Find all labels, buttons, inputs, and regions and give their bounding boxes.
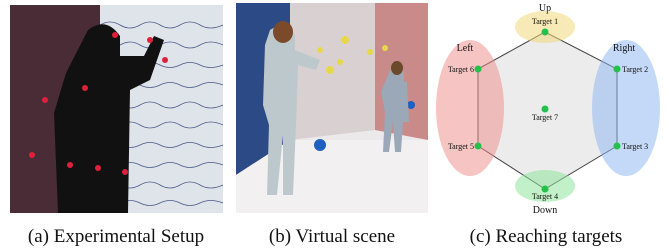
photo-virtual-scene bbox=[236, 3, 428, 213]
direction-label: Down bbox=[533, 205, 557, 216]
caption: (b) Virtual scene bbox=[269, 226, 395, 247]
reaching-diagram: Up Down Left Right Target 1 Target 2 Tar… bbox=[436, 3, 660, 216]
caption: (c) Reaching targets bbox=[470, 226, 623, 247]
direction-label: Right bbox=[613, 43, 635, 54]
figure-canvas: Up Down Left Right Target 1 Target 2 Tar… bbox=[0, 0, 667, 251]
caption: (a) Experimental Setup bbox=[28, 226, 204, 247]
target-label: Target 3 bbox=[622, 142, 648, 151]
target-label: Target 6 bbox=[448, 65, 474, 74]
figure: Up Down Left Right Target 1 Target 2 Tar… bbox=[0, 0, 667, 251]
target-label: Target 5 bbox=[448, 142, 474, 151]
direction-label: Up bbox=[539, 3, 551, 14]
target-label: Target 1 bbox=[532, 17, 558, 26]
target-label: Target 7 bbox=[532, 113, 558, 122]
target-label: Target 2 bbox=[622, 65, 648, 74]
direction-label: Left bbox=[457, 43, 474, 54]
photo-experimental-setup bbox=[10, 5, 223, 213]
target-label: Target 4 bbox=[532, 192, 558, 201]
